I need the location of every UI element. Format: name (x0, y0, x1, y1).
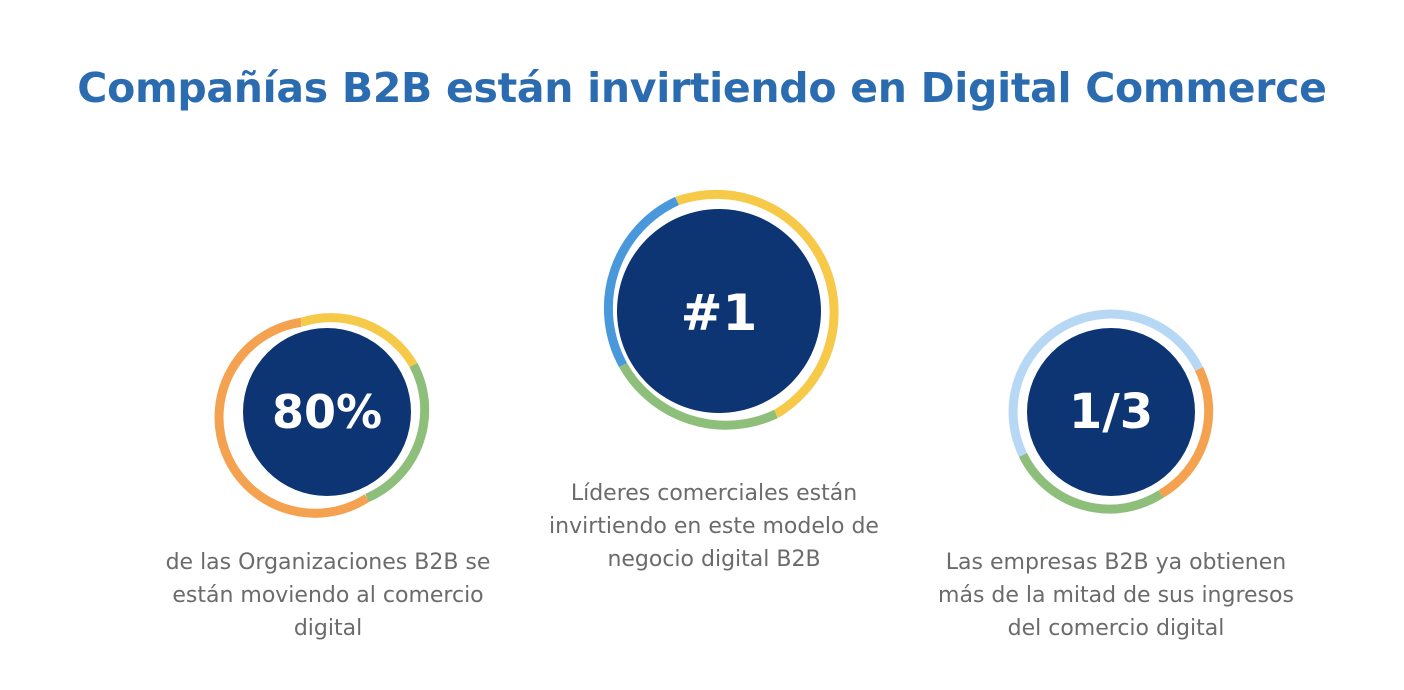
ring-segment-yellow (299, 313, 418, 368)
stat-circle (1027, 328, 1195, 496)
caption-line: invirtiendo en este modelo de (549, 514, 879, 539)
caption-line: de las Organizaciones B2B se (165, 550, 491, 575)
caption-line: están moviendo al comercio (172, 583, 484, 608)
page-title: Compañías B2B están invirtiendo en Digit… (77, 64, 1327, 112)
progress-ring (1005, 309, 1217, 514)
progress-ring (214, 312, 433, 518)
caption-line: digital (293, 616, 363, 641)
ring-segment-green (619, 362, 778, 430)
stat-circle (243, 328, 411, 496)
ring-segments (214, 313, 430, 518)
stat-caption: de las Organizaciones B2B se están movie… (128, 546, 528, 645)
ring-segment-blue (603, 196, 679, 368)
ring-segment-orange (1158, 367, 1214, 498)
stat-value: 80% (271, 385, 383, 439)
stat-card-one-third: 1/3 (1005, 309, 1217, 514)
caption-line: del comercio digital (1007, 616, 1225, 641)
caption-line: más de la mitad de sus ingresos (938, 583, 1294, 608)
stat-value: #1 (680, 284, 758, 342)
ring-segments (1008, 309, 1214, 514)
ring-segments (603, 189, 839, 430)
ring-segment-yellow (675, 189, 839, 418)
ring-segment-green (365, 362, 430, 503)
stat-caption: Líderes comerciales están invirtiendo en… (514, 477, 914, 576)
progress-ring (596, 189, 842, 433)
stat-caption: Las empresas B2B ya obtienen más de la m… (916, 546, 1316, 645)
caption-line: negocio digital B2B (607, 547, 821, 572)
stat-card-number-one: #1 (596, 189, 842, 433)
ring-segment-orange (214, 317, 370, 518)
caption-line: Líderes comerciales están (570, 481, 858, 506)
stat-value: 1/3 (1068, 384, 1154, 440)
caption-line: Las empresas B2B ya obtienen (945, 550, 1287, 575)
ring-segment-lightblue (1008, 309, 1204, 457)
ring-segment-green (1018, 453, 1164, 514)
stat-card-80-percent: 80% (214, 312, 433, 518)
stat-circle (617, 209, 821, 413)
